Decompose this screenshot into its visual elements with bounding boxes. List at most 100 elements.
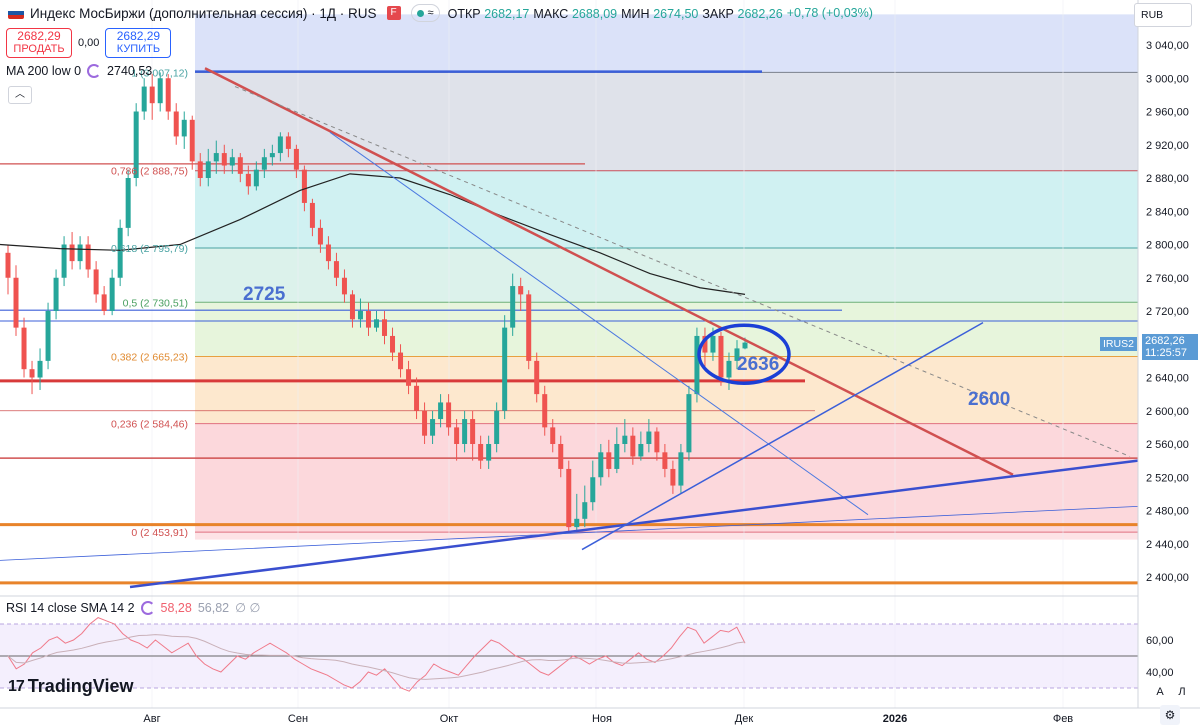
candle-body-62 (502, 327, 508, 411)
candle-body-47 (382, 319, 388, 336)
candle-body-22 (181, 119, 187, 137)
sell-label: ПРОДАТЬ (13, 43, 65, 55)
tradingview-logo[interactable]: 17 TradingView (8, 676, 134, 697)
auto-scale-button[interactable]: A (1156, 686, 1164, 698)
candle-body-82 (662, 452, 668, 469)
buy-label: КУПИТЬ (116, 43, 161, 55)
price-tick-14: 2 480,00 (1146, 506, 1189, 518)
status-label: ≈ (427, 7, 434, 19)
candle-body-70 (566, 468, 572, 528)
candle-body-11 (93, 269, 99, 295)
price-tick-4: 2 880,00 (1146, 173, 1189, 185)
candle-body-39 (317, 227, 323, 245)
time-tick-2: Окт (440, 713, 459, 725)
price-tick-15: 2 440,00 (1146, 539, 1189, 551)
price-tick-5: 2 840,00 (1146, 206, 1189, 218)
rsi-legend[interactable]: RSI 14 close SMA 14 2 58,28 56,82 ∅ ∅ (6, 600, 260, 615)
candle-body-86 (694, 335, 700, 395)
candle-body-54 (438, 402, 444, 420)
candle-body-61 (494, 410, 500, 444)
settings-gear-icon[interactable]: ⚙ (1160, 705, 1180, 725)
price-tick-16: 2 400,00 (1146, 572, 1189, 584)
trend-line-5 (581, 321, 984, 551)
candle-body-83 (670, 468, 676, 486)
candle-body-36 (293, 148, 299, 170)
annotation-2636: 2636 (737, 354, 779, 375)
candle-body-73 (590, 477, 596, 503)
candle-body-91 (734, 348, 740, 361)
candle-body-85 (686, 394, 692, 453)
price-tick-11: 2 600,00 (1146, 406, 1189, 418)
candle-body-48 (390, 335, 396, 353)
candle-body-34 (277, 136, 283, 154)
candle-body-2 (21, 327, 27, 370)
trend-lines (0, 67, 1139, 589)
ma-legend[interactable]: MA 200 low 0 2740,53 (6, 64, 152, 78)
fib-zone-bottom (195, 532, 1138, 540)
candle-body-15 (125, 178, 131, 228)
time-tick-3: Ноя (592, 713, 612, 725)
currency-selector[interactable]: RUB (1134, 3, 1192, 27)
fib-label-2: 0,618 (2 795,79) (111, 243, 188, 255)
collapse-legend-button[interactable]: ︿ (8, 86, 32, 104)
candle-body-58 (470, 419, 476, 444)
rsi-label: RSI 14 close SMA 14 2 (6, 600, 135, 615)
sell-button[interactable]: 2682,29 ПРОДАТЬ (6, 28, 72, 58)
fib-label-1: 0,786 (2 888,75) (111, 166, 188, 178)
price-axis-bg (1138, 0, 1200, 727)
candle-body-13 (109, 277, 115, 311)
candle-body-66 (534, 360, 540, 395)
price-tick-2: 2 960,00 (1146, 107, 1189, 119)
candle-body-23 (189, 119, 195, 162)
symbol-title[interactable]: Индекс МосБиржи (дополнительная сессия) … (30, 5, 377, 21)
candle-body-16 (133, 111, 139, 178)
candle-body-3 (29, 369, 35, 378)
candle-body-20 (165, 78, 171, 112)
ohlc-value-2: 2674,50 (653, 6, 699, 21)
annotation-2600: 2600 (968, 389, 1010, 410)
candle-body-28 (229, 157, 235, 166)
candle-body-17 (141, 86, 147, 112)
buy-button[interactable]: 2682,29 КУПИТЬ (105, 28, 172, 58)
alert-icon[interactable]: F (386, 6, 401, 20)
candle-body-41 (333, 261, 339, 278)
candle-body-92 (742, 342, 748, 349)
candle-body-57 (462, 419, 468, 444)
candle-body-6 (53, 277, 59, 311)
ohlc-label-2: МИН (621, 6, 650, 21)
candle-body-21 (173, 111, 179, 137)
candle-body-43 (349, 294, 355, 320)
log-scale-button[interactable]: Л (1178, 686, 1186, 698)
candle-body-77 (622, 435, 628, 444)
candle-body-30 (245, 173, 251, 187)
candle-body-81 (654, 431, 660, 453)
candle-body-38 (309, 202, 315, 228)
rsi-tick-1: 40,00 (1146, 667, 1174, 679)
fib-label-3: 0,5 (2 730,51) (123, 297, 188, 309)
ohlc-label-1: МАКС (533, 6, 569, 21)
candle-body-60 (486, 444, 492, 461)
ma-200-line (0, 173, 746, 295)
candle-body-19 (157, 78, 163, 104)
candle-body-26 (213, 153, 219, 162)
symbol-tag: IRUS2 (1100, 337, 1137, 351)
candle-body-35 (285, 136, 291, 149)
spread-value: 0,00 (78, 37, 100, 49)
candle-body-59 (478, 444, 484, 461)
rsi-value: 58,28 (160, 600, 192, 615)
candles (5, 72, 748, 533)
time-axis: Авг Сен Окт Ноя Дек 2026 Фев (0, 707, 1200, 725)
trend-line-3 (129, 459, 1139, 589)
trade-panel: 2682,29 ПРОДАТЬ 0,00 2682,29 КУПИТЬ (6, 28, 172, 58)
fib-label-6: 0 (2 453,91) (131, 527, 188, 539)
market-status-pill[interactable]: ≈ (410, 4, 440, 22)
ma-loading-icon (87, 64, 102, 78)
time-tick-6: Фев (1053, 713, 1073, 725)
change-value: +0,78 (+0,03%) (786, 6, 873, 20)
buy-price: 2682,29 (116, 29, 161, 43)
chart-header: Индекс МосБиржи (дополнительная сессия) … (0, 0, 877, 26)
price-annotations: 2725 2636 2600 (243, 284, 1010, 410)
rsi-loading-icon (140, 600, 155, 615)
sell-price: 2682,29 (17, 29, 61, 43)
